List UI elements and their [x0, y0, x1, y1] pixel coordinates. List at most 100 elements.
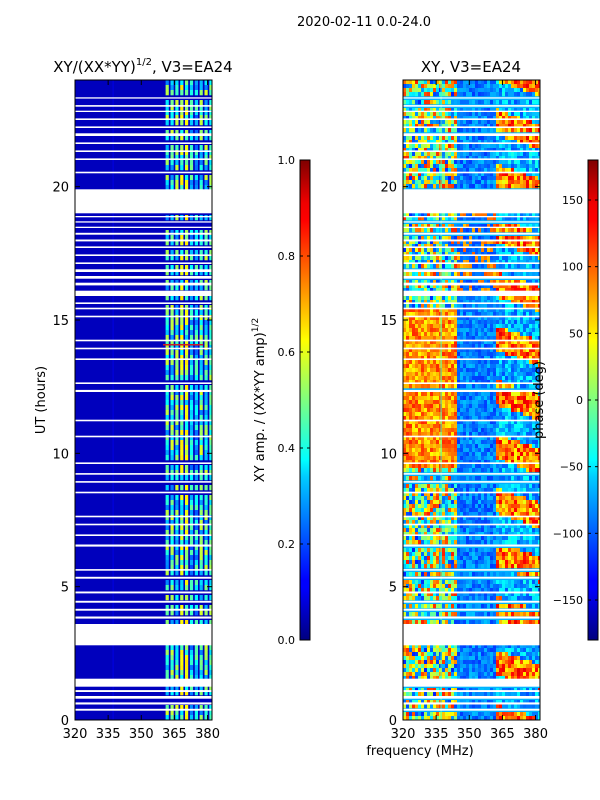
phase-heatmap-cell	[490, 264, 494, 269]
phase-heatmap-cell	[523, 108, 527, 113]
phase-heatmap-cell	[427, 324, 431, 329]
phase-heatmap-cell	[427, 416, 431, 421]
amplitude-heatmap-cell	[204, 345, 208, 351]
phase-heatmap-cell	[490, 108, 494, 113]
amplitude-heatmap-cell	[189, 320, 194, 326]
phase-heatmap-cell	[460, 144, 464, 149]
phase-heatmap-cell	[430, 128, 434, 133]
phase-heatmap-cell	[427, 332, 431, 337]
phase-heatmap-cell	[403, 432, 407, 437]
phase-heatmap-cell	[532, 296, 536, 301]
phase-heatmap-cell	[463, 124, 467, 129]
phase-heatmap-cell	[487, 320, 491, 325]
phase-heatmap-cell	[496, 304, 500, 309]
phase-heatmap-cell	[517, 428, 521, 433]
phase-heatmap-cell	[538, 236, 540, 241]
amplitude-heatmap-cell	[170, 415, 174, 421]
amplitude-heatmap-cell	[189, 375, 194, 381]
phase-heatmap-cell	[421, 320, 425, 325]
phase-heatmap-cell	[487, 272, 491, 277]
phase-heatmap-cell	[406, 360, 410, 365]
amplitude-heatmap-cell	[189, 185, 194, 191]
phase-heatmap-cell	[535, 212, 539, 217]
amplitude-heatmap-cell	[180, 505, 184, 511]
phase-heatmap-cell	[445, 332, 449, 337]
amplitude-heatmap-cell	[209, 350, 212, 356]
phase-heatmap-cell	[478, 116, 482, 121]
phase-heatmap-cell	[532, 448, 536, 453]
phase-heatmap-cell	[460, 344, 464, 349]
phase-heatmap-cell	[403, 144, 407, 149]
phase-heatmap-cell	[478, 444, 482, 449]
phase-heatmap-cell	[484, 452, 488, 457]
amplitude-heatmap-cell	[199, 265, 203, 271]
phase-heatmap-cell	[508, 340, 512, 345]
amplitude-heatmap-cell	[209, 520, 212, 526]
phase-heatmap-cell	[427, 340, 431, 345]
amplitude-heatmap-cell	[180, 120, 184, 126]
amplitude-heatmap-cell	[185, 285, 189, 291]
phase-heatmap-cell	[418, 352, 422, 357]
phase-heatmap-cell	[457, 180, 461, 185]
amplitude-heatmap-cell	[199, 250, 203, 256]
phase-heatmap-cell	[508, 364, 512, 369]
amplitude-flagged-gap	[75, 97, 212, 99]
phase-heatmap-cell	[520, 212, 524, 217]
phase-heatmap-cell	[523, 160, 527, 165]
amplitude-heatmap-cell	[204, 565, 208, 571]
amplitude-heatmap-cell	[204, 550, 208, 556]
amplitude-heatmap-cell	[194, 560, 198, 566]
phase-heatmap-cell	[430, 304, 434, 309]
phase-heatmap-cell	[469, 468, 473, 473]
phase-heatmap-cell	[496, 92, 500, 97]
amplitude-heatmap-cell	[165, 370, 169, 376]
phase-heatmap-cell	[403, 304, 407, 309]
phase-heatmap-cell	[457, 408, 461, 413]
phase-heatmap-cell	[538, 140, 540, 145]
amplitude-heatmap-cell	[204, 250, 208, 256]
phase-heatmap-cell	[457, 416, 461, 421]
phase-heatmap-cell	[451, 112, 455, 117]
phase-heatmap-cell	[493, 396, 497, 401]
phase-heatmap-cell	[436, 444, 440, 449]
phase-heatmap-cell	[466, 120, 470, 125]
phase-heatmap-cell	[508, 248, 512, 253]
phase-heatmap-cell	[457, 160, 461, 165]
phase-heatmap-cell	[481, 168, 485, 173]
phase-heatmap-cell	[493, 460, 497, 465]
phase-heatmap-cell	[517, 100, 521, 105]
phase-heatmap-cell	[457, 256, 461, 261]
phase-heatmap-cell	[466, 304, 470, 309]
phase-heatmap-cell	[523, 440, 527, 445]
phase-heatmap-cell	[472, 212, 476, 217]
phase-heatmap-cell	[508, 88, 512, 93]
phase-heatmap-cell	[523, 360, 527, 365]
phase-heatmap-cell	[424, 176, 428, 181]
phase-heatmap-cell	[511, 392, 515, 397]
phase-heatmap-cell	[421, 100, 425, 105]
phase-heatmap-cell	[415, 228, 419, 233]
phase-heatmap-cell	[490, 116, 494, 121]
phase-heatmap-cell	[481, 140, 485, 145]
amplitude-heatmap-cell	[170, 155, 174, 161]
phase-heatmap-cell	[415, 80, 419, 85]
phase-heatmap-cell	[502, 448, 506, 453]
phase-heatmap-cell	[448, 312, 452, 317]
phase-heatmap-cell	[487, 116, 491, 121]
phase-heatmap-cell	[421, 88, 425, 93]
phase-heatmap-cell	[418, 248, 422, 253]
phase-heatmap-cell	[430, 300, 434, 305]
phase-heatmap-cell	[445, 296, 449, 301]
phase-heatmap-cell	[496, 360, 500, 365]
phase-heatmap-cell	[409, 356, 413, 361]
phase-heatmap-cell	[418, 84, 422, 89]
amplitude-heatmap-cell	[199, 660, 203, 666]
phase-heatmap-cell	[427, 260, 431, 265]
amplitude-heatmap-cell	[199, 565, 203, 571]
phase-heatmap-cell	[451, 468, 455, 473]
amplitude-heatmap-cell	[180, 595, 184, 601]
phase-heatmap-cell	[502, 432, 506, 437]
amplitude-heatmap-cell	[209, 355, 212, 361]
phase-heatmap-cell	[472, 348, 476, 353]
phase-heatmap-cell	[403, 444, 407, 449]
